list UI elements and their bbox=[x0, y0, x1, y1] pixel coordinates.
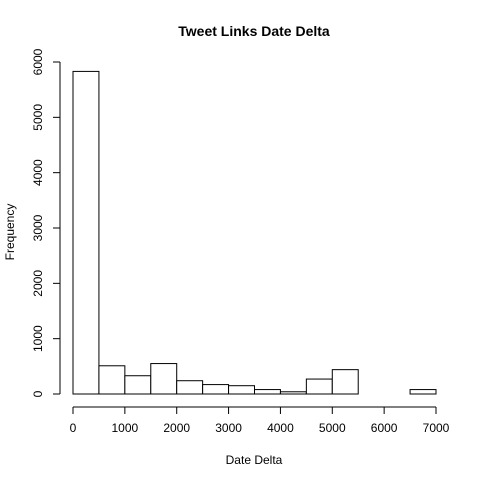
x-axis-label: Date Delta bbox=[226, 453, 283, 467]
y-axis-label: Frequency bbox=[3, 204, 17, 261]
y-tick-label: 0 bbox=[31, 390, 45, 397]
x-tick-label: 5000 bbox=[319, 421, 346, 435]
histogram-bar bbox=[409, 389, 437, 395]
y-tick-label: 3000 bbox=[31, 214, 45, 241]
y-tick-label: 6000 bbox=[31, 48, 45, 75]
histogram-bar bbox=[279, 391, 307, 395]
histogram-bar bbox=[176, 380, 204, 395]
y-tick-label: 1000 bbox=[31, 325, 45, 352]
x-tick-label: 6000 bbox=[371, 421, 398, 435]
histogram-bar bbox=[72, 70, 100, 395]
y-tick-label: 4000 bbox=[31, 159, 45, 186]
x-tick-label: 3000 bbox=[215, 421, 242, 435]
x-axis: 0 1000 2000 3000 4000 5000 6000 7000 bbox=[70, 406, 450, 435]
bars-group bbox=[72, 70, 437, 395]
histogram-bar bbox=[331, 369, 359, 395]
chart-title: Tweet Links Date Delta bbox=[178, 23, 330, 39]
y-tick-label: 5000 bbox=[31, 104, 45, 131]
histogram-bar bbox=[150, 363, 178, 395]
histogram-bar bbox=[228, 385, 255, 395]
y-tick-label: 2000 bbox=[31, 270, 45, 297]
x-tick-label: 4000 bbox=[267, 421, 294, 435]
x-tick-label: 7000 bbox=[423, 421, 450, 435]
histogram-bar bbox=[124, 375, 152, 395]
x-tick-label: 0 bbox=[70, 421, 77, 435]
histogram-bar bbox=[98, 365, 126, 395]
y-axis: 0 1000 2000 3000 4000 5000 6000 bbox=[31, 48, 61, 397]
x-tick-label: 1000 bbox=[112, 421, 139, 435]
histogram-bar bbox=[305, 378, 333, 395]
histogram-bar bbox=[254, 389, 281, 395]
histogram-bar bbox=[202, 384, 230, 395]
x-tick-label: 2000 bbox=[163, 421, 190, 435]
